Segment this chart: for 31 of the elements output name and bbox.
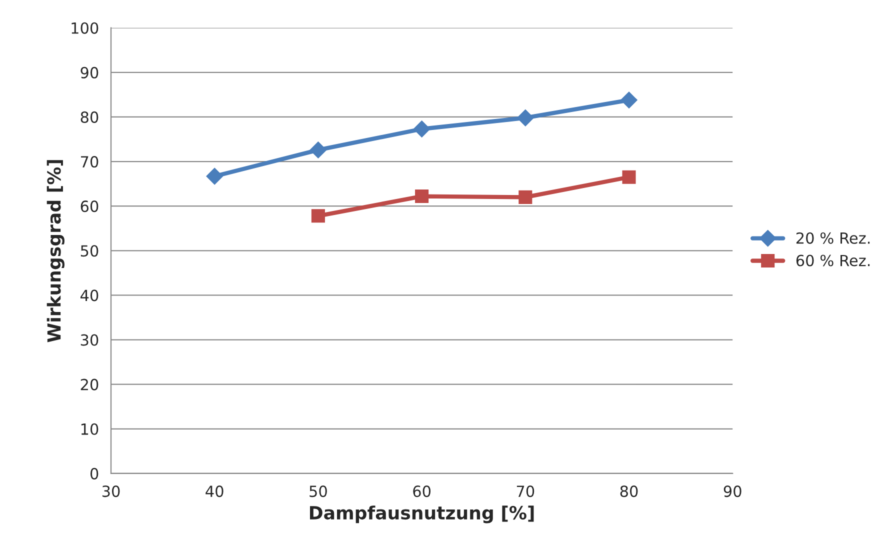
y-tick-label: 40 bbox=[80, 290, 98, 302]
x-tick-label: 30 bbox=[102, 486, 120, 498]
point bbox=[206, 168, 223, 185]
legend-label: 20 % Rez. bbox=[796, 232, 870, 244]
point bbox=[518, 190, 532, 204]
x-axis-title: Dampfausnutzung [%] bbox=[310, 506, 534, 524]
point bbox=[517, 109, 534, 126]
y-tick-label: 70 bbox=[81, 156, 98, 168]
legend-label: 60 % Rez. bbox=[796, 254, 870, 266]
x-tick-label: 60 bbox=[413, 486, 431, 498]
point bbox=[622, 170, 636, 184]
x-tick-label: 70 bbox=[516, 486, 534, 498]
y-tick-label: 100 bbox=[72, 22, 98, 34]
y-tick-label: 10 bbox=[81, 423, 98, 435]
y-tick-label: 60 bbox=[80, 200, 98, 212]
y-tick-label: 0 bbox=[90, 468, 98, 480]
y-axis-title: Wirkungsgrad [%] bbox=[46, 160, 64, 342]
x-tick-label: 40 bbox=[206, 486, 224, 498]
x-tick-label: 90 bbox=[724, 486, 742, 498]
point bbox=[620, 92, 638, 108]
point bbox=[310, 142, 327, 158]
y-tick-label: 50 bbox=[80, 245, 98, 257]
point bbox=[413, 120, 430, 138]
y-tick-label: 30 bbox=[80, 334, 98, 346]
y-tick-label: 20 bbox=[80, 378, 98, 390]
x-tick-label: 50 bbox=[310, 486, 327, 498]
point bbox=[415, 190, 429, 204]
point bbox=[311, 209, 325, 223]
x-tick-label: 80 bbox=[620, 486, 638, 498]
y-tick-label: 90 bbox=[80, 66, 98, 78]
y-tick-label: 80 bbox=[80, 111, 98, 123]
